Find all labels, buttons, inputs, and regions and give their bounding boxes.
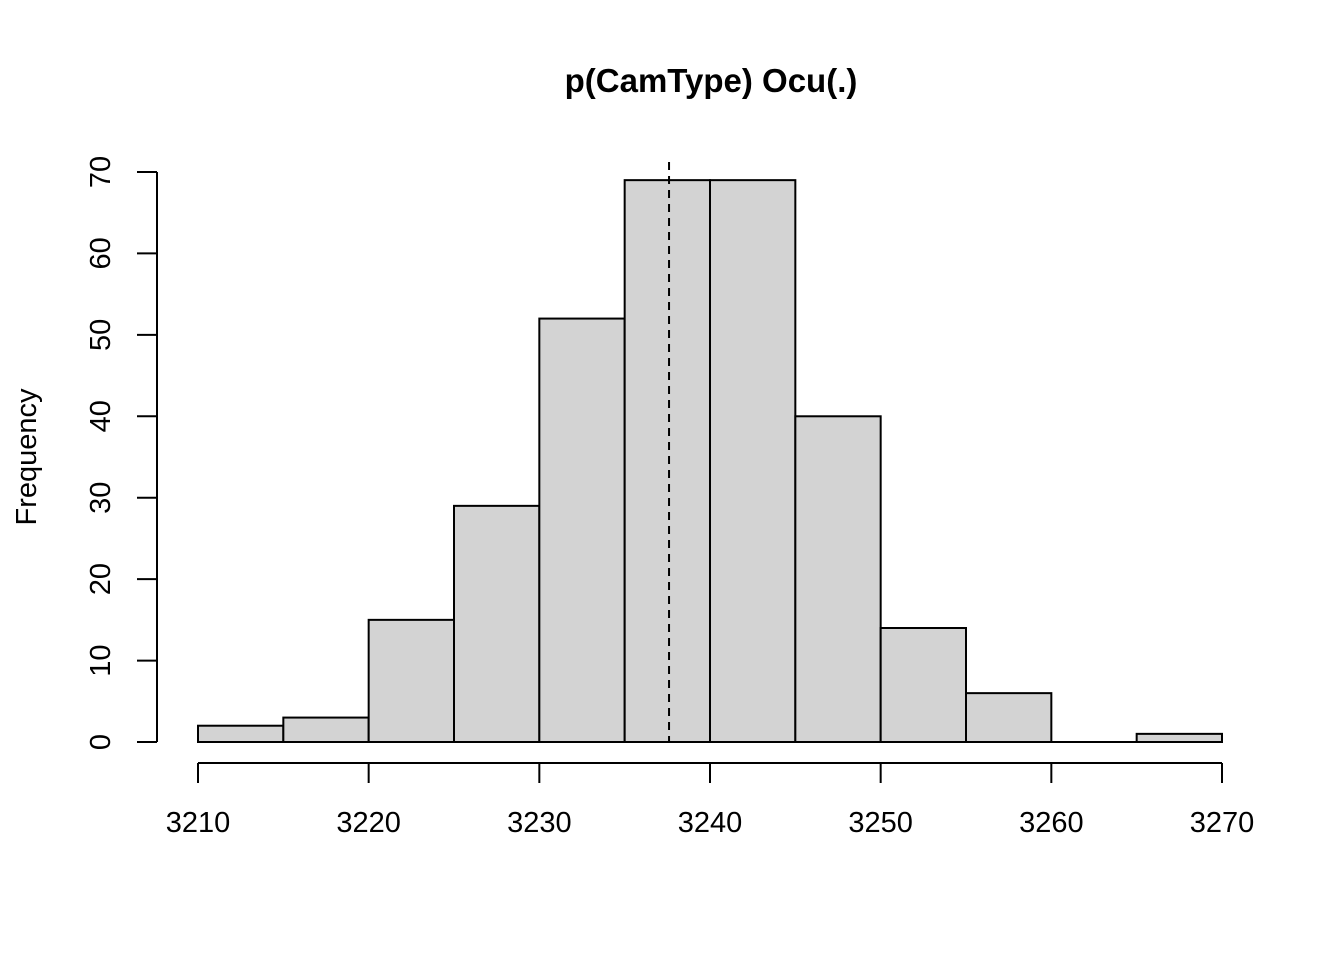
- y-tick-label: 0: [85, 734, 117, 750]
- x-tick-label: 3260: [1019, 807, 1084, 839]
- histogram-bar: [794, 415, 882, 743]
- y-axis-label: Frequency: [11, 388, 43, 526]
- histogram-bar: [1135, 732, 1223, 743]
- histogram-bar: [965, 692, 1053, 744]
- x-tick-label: 3250: [848, 807, 913, 839]
- histogram-bar: [367, 618, 455, 743]
- histogram-bar: [709, 179, 797, 743]
- y-tick-label: 30: [85, 482, 117, 514]
- y-axis: 0 10 20 30 40 50 60 70: [85, 156, 158, 750]
- x-tick-label: 3210: [166, 807, 231, 839]
- x-tick-label: 3270: [1190, 807, 1255, 839]
- y-tick-label: 60: [85, 237, 117, 269]
- x-tick-label: 3220: [336, 807, 401, 839]
- x-tick-label: 3240: [678, 807, 743, 839]
- x-axis: 3210 3220 3230 3240 3250 3260 3270: [166, 762, 1255, 839]
- x-tick-label: 3230: [507, 807, 572, 839]
- bars-group: [197, 179, 1223, 744]
- histogram-bar: [538, 317, 626, 743]
- histogram-bar: [879, 627, 968, 743]
- y-tick-label: 20: [85, 563, 117, 595]
- histogram-bar: [623, 179, 712, 743]
- histogram-bar: [453, 504, 541, 743]
- y-tick-label: 10: [85, 644, 117, 676]
- y-tick-label: 40: [85, 400, 117, 432]
- y-tick-label: 70: [85, 156, 117, 188]
- chart-title: p(CamType) Ocu(.): [565, 62, 858, 99]
- y-tick-label: 50: [85, 319, 117, 351]
- histogram-bar: [197, 724, 285, 744]
- histogram-bar: [282, 716, 370, 743]
